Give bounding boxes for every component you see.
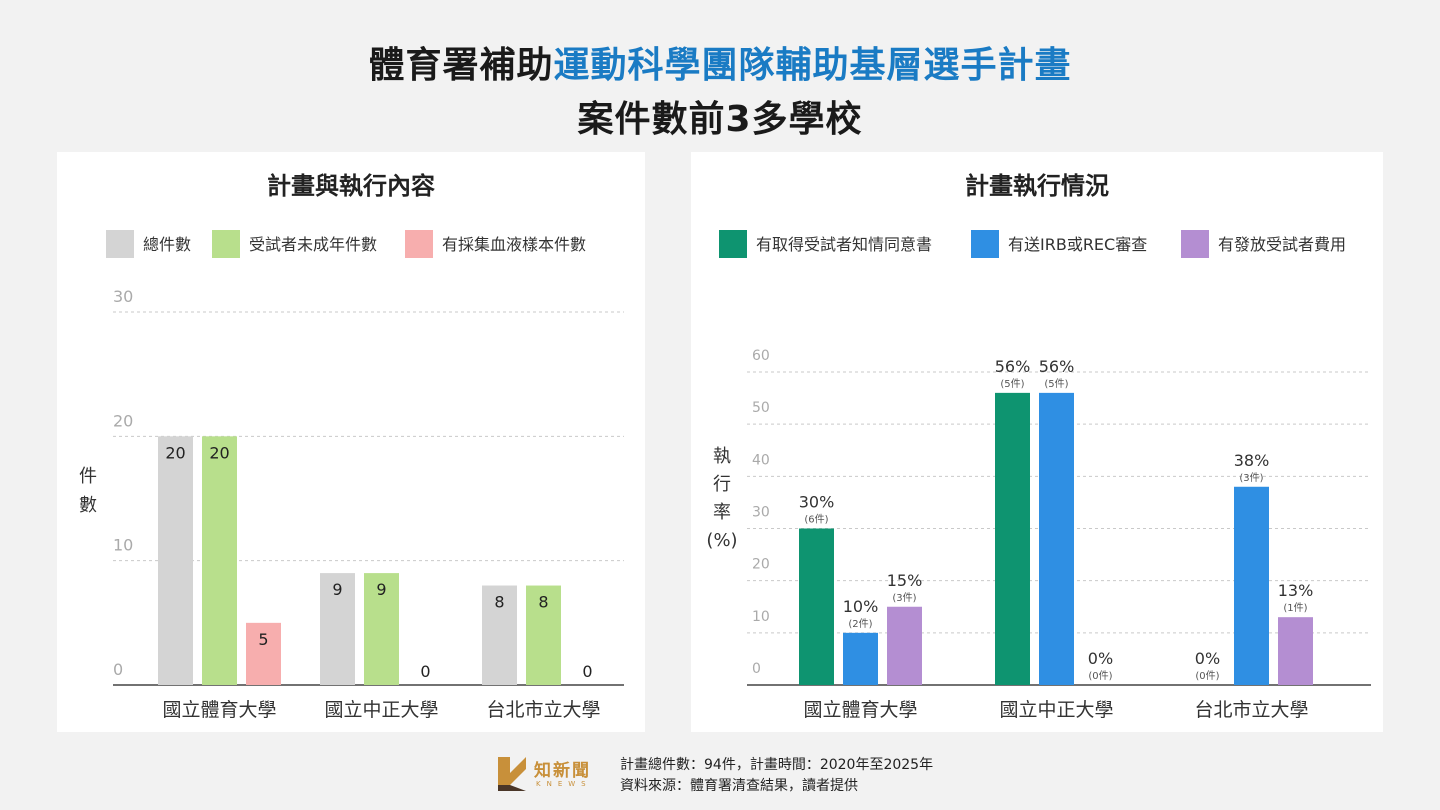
y-tick-label: 60	[752, 348, 770, 364]
legend-label: 有取得受試者知情同意書	[756, 235, 932, 254]
y-tick-label: 40	[752, 452, 770, 468]
bar	[320, 573, 355, 685]
logo-text: 知新聞	[534, 761, 591, 781]
x-category-label: 台北市立大學	[486, 699, 600, 721]
data-label: 13%	[1278, 581, 1314, 600]
y-axis-label: 執	[713, 446, 731, 467]
x-category-label: 國立中正大學	[999, 699, 1113, 721]
y-axis-label: 數	[79, 495, 97, 516]
data-label: 9	[376, 580, 386, 599]
data-sublabel: (2件)	[848, 618, 872, 630]
chart-title: 計畫執行情況	[965, 172, 1109, 200]
bar	[887, 606, 922, 685]
knews-logo-icon	[498, 757, 526, 791]
footer: 知新聞 KNEWS 計畫總件數：94件，計畫時間：2020年至2025年 資料來…	[496, 752, 1016, 796]
footer-note-total: 計畫總件數：94件，計畫時間：2020年至2025年	[620, 757, 934, 773]
y-tick-label: 0	[752, 661, 761, 677]
data-sublabel: (0件)	[1088, 670, 1112, 682]
legend-swatch	[971, 230, 999, 258]
data-sublabel: (5件)	[1044, 378, 1068, 390]
y-axis-label: 行	[713, 474, 731, 495]
data-sublabel: (3件)	[1239, 472, 1263, 484]
x-category-label: 國立中正大學	[324, 699, 438, 721]
x-category-label: 台北市立大學	[1194, 699, 1308, 721]
title-accent: 運動科學團隊輔助基層選手計畫	[553, 45, 1072, 86]
legend-label: 有送IRB或REC審查	[1008, 235, 1147, 254]
y-axis-label: 率	[713, 502, 731, 523]
data-sublabel: (5件)	[1000, 378, 1024, 390]
y-axis-label: (%)	[706, 530, 737, 551]
data-label: 20	[209, 443, 229, 462]
data-sublabel: (6件)	[804, 514, 828, 526]
data-label: 38%	[1234, 451, 1270, 470]
data-label: 15%	[887, 571, 923, 590]
bar	[1234, 486, 1269, 685]
bar	[246, 622, 281, 685]
data-sublabel: (0件)	[1195, 670, 1219, 682]
page-subtitle: 案件數前3多學校	[577, 99, 863, 140]
bar	[843, 632, 878, 685]
legend-swatch	[1181, 230, 1209, 258]
legend-swatch	[719, 230, 747, 258]
bar	[202, 436, 237, 685]
bar	[526, 585, 561, 685]
legend-label: 有發放受試者費用	[1218, 235, 1346, 254]
data-label: 8	[538, 593, 548, 612]
data-label: 0%	[1088, 649, 1113, 668]
bar	[1278, 617, 1313, 685]
bar	[995, 392, 1030, 685]
legend-swatch	[106, 230, 134, 258]
chart-title: 計畫與執行內容	[267, 172, 435, 200]
legend-label: 有採集血液樣本件數	[442, 235, 586, 254]
page-title: 體育署補助運動科學團隊輔助基層選手計畫	[0, 36, 1440, 88]
data-label: 0%	[1195, 649, 1220, 668]
bar	[799, 528, 834, 685]
logo-subtext: KNEWS	[536, 780, 592, 788]
data-label: 30%	[799, 493, 835, 512]
data-label: 56%	[1039, 357, 1075, 376]
legend-swatch	[405, 230, 433, 258]
data-label: 10%	[843, 597, 879, 616]
data-sublabel: (1件)	[1283, 602, 1307, 614]
data-label: 8	[494, 593, 504, 612]
chart-panel-left: 計畫與執行內容總件數 受試者未成年件數 有採集血液樣本件數 0 10 20 30 件數 20 20…	[57, 152, 645, 732]
y-tick-label: 0	[113, 660, 123, 679]
y-tick-label: 30	[113, 287, 133, 306]
bar	[482, 585, 517, 685]
data-label: 0	[420, 662, 430, 681]
y-tick-label: 30	[752, 505, 770, 521]
y-tick-label: 10	[113, 536, 133, 555]
data-label: 0	[582, 662, 592, 681]
y-axis-label: 件	[79, 466, 97, 487]
legend-label: 受試者未成年件數	[249, 235, 377, 254]
legend-swatch	[212, 230, 240, 258]
data-label: 9	[332, 580, 342, 599]
y-tick-label: 10	[752, 609, 770, 625]
y-tick-label: 20	[752, 557, 770, 573]
bar	[158, 436, 193, 685]
data-label: 20	[165, 443, 185, 462]
bar	[1039, 392, 1074, 685]
bar	[364, 573, 399, 685]
data-label: 56%	[995, 357, 1031, 376]
x-category-label: 國立體育大學	[803, 699, 917, 721]
chart-panel-right: 計畫執行情況有取得受試者知情同意書 有送IRB或REC審查 有發放受試者費用 0 10 2…	[691, 152, 1383, 732]
x-category-label: 國立體育大學	[162, 699, 276, 721]
y-tick-label: 20	[113, 411, 133, 430]
title-prefix: 體育署補助	[368, 45, 554, 86]
legend-label: 總件數	[143, 235, 191, 254]
footer-note-source: 資料來源：體育署清查結果，讀者提供	[620, 778, 858, 794]
data-sublabel: (3件)	[892, 592, 916, 604]
y-tick-label: 50	[752, 400, 770, 416]
data-label: 5	[258, 630, 268, 649]
